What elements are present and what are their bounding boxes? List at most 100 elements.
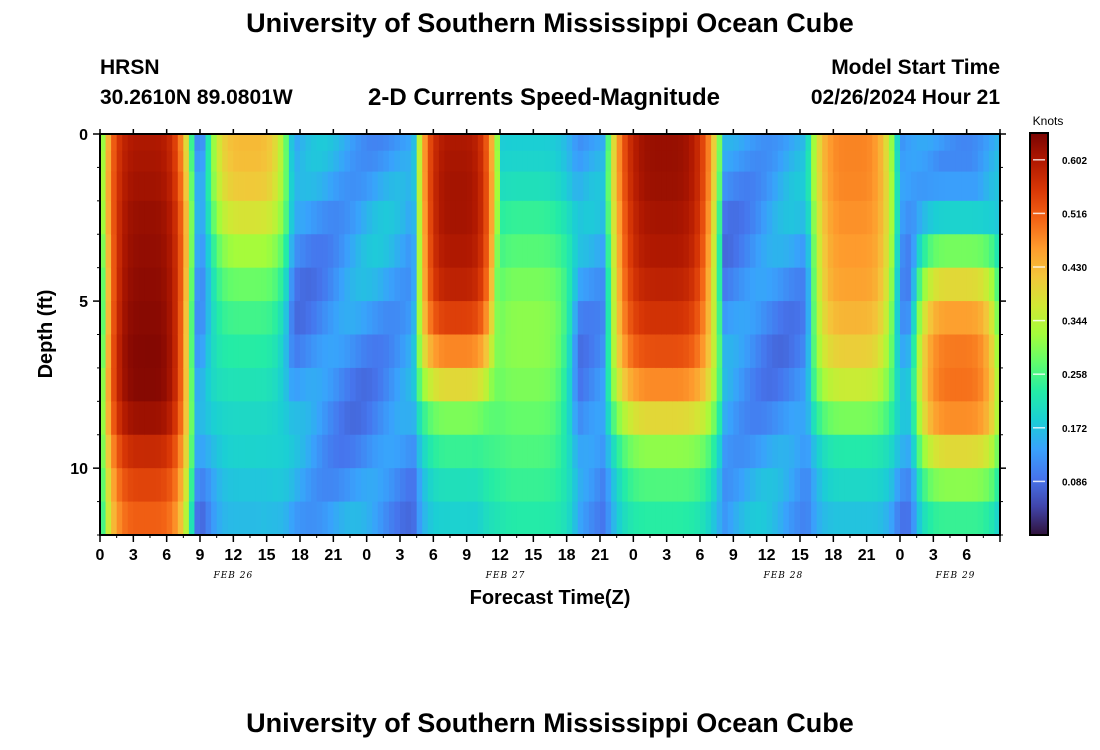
heatmap-cell [277,468,284,503]
heatmap-cell [783,401,790,436]
heatmap-cell [844,267,851,302]
heatmap-cell [483,150,490,173]
heatmap-cell [250,301,257,336]
heatmap-cell [627,150,634,173]
heatmap-cell [961,501,968,536]
heatmap-cell [655,134,662,152]
heatmap-cell [105,171,112,202]
heatmap-cell [550,468,557,503]
heatmap-cell [572,367,579,402]
heatmap-cell [244,334,251,369]
x-tick-label: 12 [491,547,509,564]
heatmap-cell [872,134,879,152]
heatmap-cell [333,200,340,235]
heatmap-cell [800,134,807,152]
footer-title: University of Southern Mississippi Ocean… [246,708,854,738]
heatmap-cell [666,401,673,436]
heatmap-cell [455,434,462,469]
heatmap-cell [138,150,146,173]
heatmap-cell [411,134,418,152]
heatmap-cell [800,334,807,369]
heatmap-cell [427,200,434,235]
heatmap-cell [166,171,173,202]
heatmap-cell [594,234,601,269]
heatmap-cell [550,150,557,173]
heatmap-cell [833,501,840,536]
heatmap-cell [600,334,607,369]
heatmap-cell [800,367,807,402]
heatmap-cell [611,171,618,202]
heatmap-cell [400,468,407,503]
heatmap-cell [566,301,573,336]
heatmap-cell [122,267,129,302]
heatmap-cell [733,301,740,336]
heatmap-cell [627,301,634,336]
heatmap-cell [850,234,857,269]
heatmap-cell [711,501,718,536]
heatmap-cell [950,434,957,469]
heatmap-cell [922,134,929,152]
heatmap-cell [305,150,312,173]
heatmap-cell [511,301,518,336]
heatmap-cell [450,134,457,152]
heatmap-cell [544,234,551,269]
heatmap-cell [883,234,890,269]
station-id: HRSN [100,56,160,79]
heatmap-cell [733,134,740,152]
heatmap-cell [755,367,762,402]
heatmap-cell [488,334,496,369]
heatmap-cell [455,234,462,269]
heatmap-cell [705,468,712,503]
heatmap-cell [144,134,151,152]
heatmap-cell [377,171,384,202]
heatmap-cell [811,301,818,336]
heatmap-cell [322,401,329,436]
heatmap-cell [950,468,957,503]
heatmap-cell [494,468,501,503]
heatmap-cell [255,334,262,369]
heatmap-cell [288,468,296,503]
heatmap-cell [544,334,551,369]
heatmap-cell [955,200,962,235]
heatmap-cell [233,468,240,503]
heatmap-cell [111,150,118,173]
x-tick-label: 6 [696,547,705,564]
heatmap-cell [977,171,984,202]
heatmap-cell [688,267,696,302]
heatmap-cell [138,171,146,202]
heatmap-cell [900,234,907,269]
heatmap-cell [527,468,534,503]
heatmap-cell [516,334,523,369]
heatmap-cell [722,134,729,152]
heatmap-cell [994,468,1001,503]
heatmap-cell [344,367,351,402]
heatmap-cell [522,401,529,436]
heatmap-cell [866,301,873,336]
heatmap-cell [383,468,390,503]
heatmap-cell [255,200,262,235]
heatmap-cell [405,367,412,402]
heatmap-cell [666,134,673,152]
heatmap-cell [372,171,379,202]
heatmap-cell [188,267,196,302]
heatmap-cell [650,171,657,202]
heatmap-cell [422,301,429,336]
heatmap-cell [794,334,801,369]
heatmap-cell [922,468,929,503]
heatmap-cell [283,267,290,302]
model-start-value: 02/26/2024 Hour 21 [810,86,1000,109]
heatmap-cell [433,267,440,302]
heatmap-cell [188,334,196,369]
heatmap-cell [300,434,307,469]
heatmap-cell [438,150,446,173]
heatmap-cell [533,367,540,402]
heatmap-cell [800,171,807,202]
x-tick-label: 9 [462,547,471,564]
heatmap-cell [544,150,551,173]
heatmap-cell [844,367,851,402]
heatmap-cell [788,367,796,402]
heatmap-cell [944,501,951,536]
heatmap-cell [644,434,651,469]
heatmap-cell [116,234,123,269]
heatmap-cell [211,334,218,369]
